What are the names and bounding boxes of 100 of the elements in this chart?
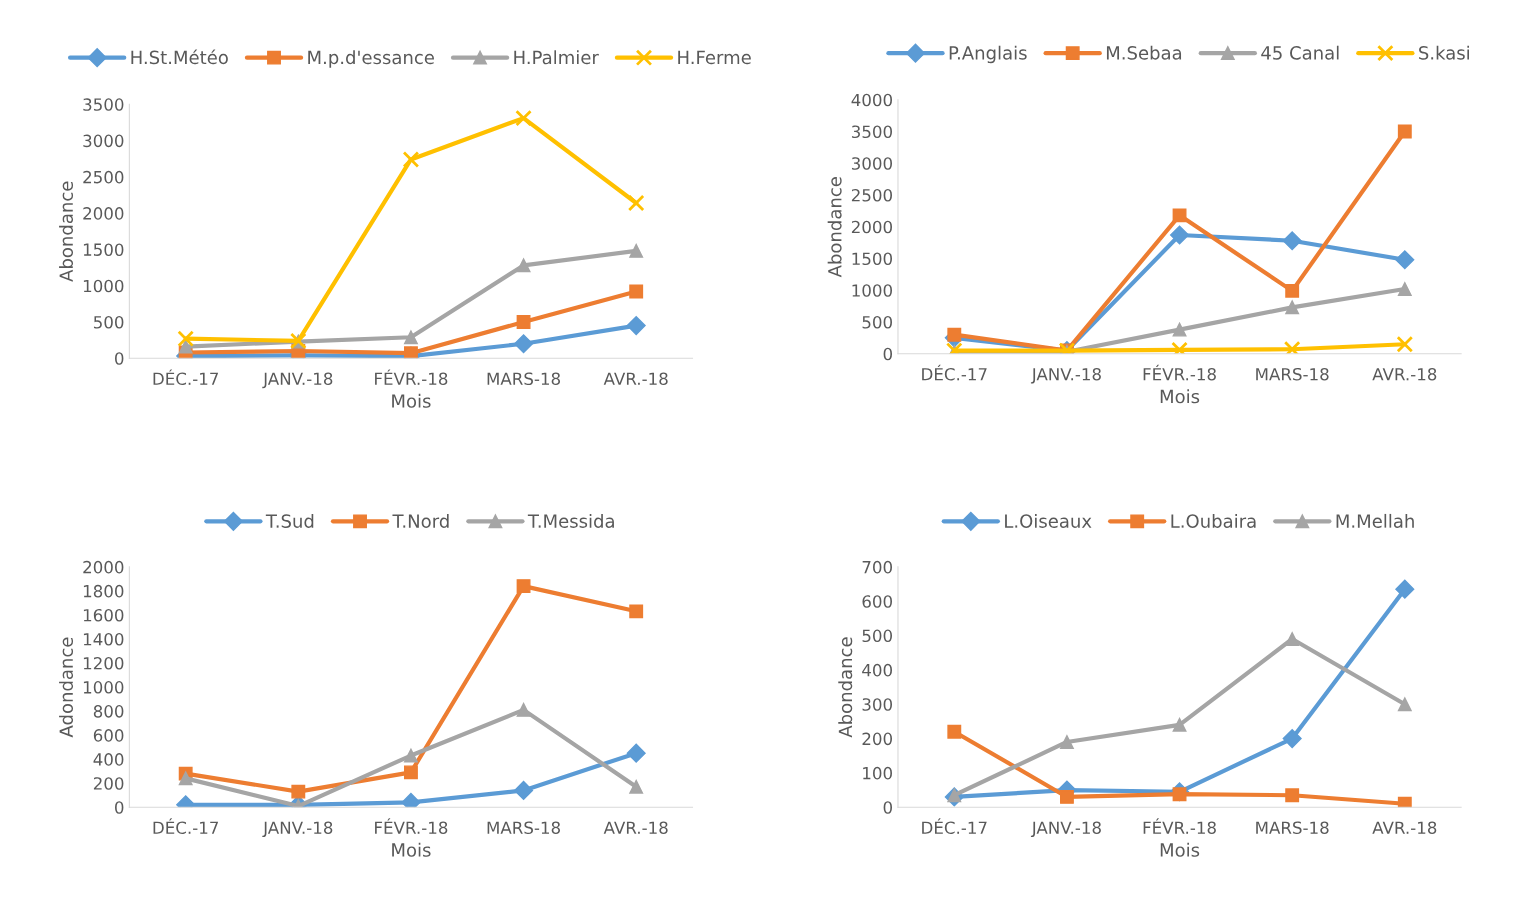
- point: [403, 330, 418, 345]
- legend-label: P.Anglais: [949, 45, 1027, 64]
- legend-label: T.Sud: [265, 513, 314, 528]
- legend-label: T.Messida: [527, 513, 614, 528]
- y-tick-label: 1500: [83, 243, 124, 256]
- y-tick-label: 200: [93, 777, 124, 790]
- point: [516, 702, 531, 717]
- point: [629, 243, 644, 258]
- point: [1171, 341, 1188, 354]
- point: [1170, 225, 1190, 245]
- y-tick-label: 0: [115, 801, 124, 814]
- y-tick-label: 0: [883, 801, 893, 814]
- y-tick-label: 1600: [83, 608, 124, 622]
- point: [403, 748, 418, 763]
- y-axis-title: Adondance: [59, 637, 74, 738]
- x-tick-label: MARS-18: [487, 821, 561, 835]
- x-tick-label: AVR.-18: [603, 372, 668, 386]
- legend-label: H.Ferme: [678, 50, 751, 65]
- point: [1059, 789, 1074, 804]
- y-tick-label: 1500: [852, 252, 893, 266]
- x-tick-label: JANV.-18: [1030, 367, 1101, 384]
- y-tick-label: 1200: [83, 656, 124, 670]
- x-tick-label: FÉVR.-18: [1143, 818, 1216, 835]
- y-tick-label: 2500: [83, 170, 124, 184]
- x-tick-label: FÉVR.-18: [1143, 364, 1216, 381]
- x-axis-title: Mois: [1160, 389, 1200, 404]
- x-tick-label: JANV.-18: [262, 372, 333, 389]
- y-tick-label: 1000: [83, 279, 124, 293]
- point: [1172, 322, 1187, 337]
- y-tick-label: 0: [115, 352, 124, 365]
- point: [1172, 717, 1187, 732]
- point: [514, 780, 534, 800]
- x-tick-label: FÉVR.-18: [375, 818, 448, 835]
- point: [403, 765, 418, 780]
- point: [402, 151, 420, 168]
- y-tick-label: 1000: [83, 681, 124, 694]
- point: [514, 334, 534, 354]
- point: [516, 579, 531, 594]
- y-axis-title: Abondance: [838, 637, 853, 738]
- point: [947, 724, 962, 739]
- point: [1397, 282, 1412, 296]
- legend-label: M.Mellah: [1336, 513, 1414, 528]
- point: [1172, 208, 1187, 223]
- y-tick-label: 700: [862, 560, 893, 574]
- point: [291, 784, 306, 799]
- point: [1282, 729, 1302, 749]
- x-tick-label: AVR.-18: [1372, 821, 1437, 835]
- y-tick-label: 4000: [851, 93, 893, 107]
- y-tick-label: 200: [862, 732, 893, 746]
- x-tick-label: JANV.-18: [262, 821, 333, 838]
- point: [177, 330, 195, 348]
- x-tick-label: MARS-18: [1256, 367, 1329, 381]
- x-tick-label: JANV.-18: [1030, 821, 1101, 838]
- x-axis-title: Mois: [1160, 842, 1200, 857]
- x-tick-label: DÉC.-17: [922, 364, 987, 381]
- point: [515, 109, 532, 127]
- y-tick-label: 300: [862, 698, 893, 711]
- point: [627, 194, 645, 212]
- legend-label: M.Sebaa: [1106, 45, 1182, 60]
- point: [947, 327, 962, 342]
- y-tick-label: 2000: [83, 560, 124, 574]
- y-tick-label: 1400: [83, 632, 124, 646]
- x-axis-title: Mois: [392, 842, 431, 857]
- legend-label: H.St.Météo: [131, 49, 228, 65]
- point: [1396, 335, 1414, 353]
- y-tick-label: 3000: [83, 134, 124, 148]
- y-tick-label: 2000: [851, 220, 893, 234]
- point: [178, 771, 193, 786]
- x-tick-label: DÉC.-17: [153, 818, 219, 835]
- x-tick-label: FÉVR.-18: [375, 369, 448, 386]
- x-axis-title: Mois: [392, 393, 431, 408]
- legend-label: L.Oiseaux: [1005, 513, 1092, 528]
- point: [516, 315, 531, 329]
- y-tick-label: 500: [862, 315, 893, 329]
- x-tick-label: AVR.-18: [603, 821, 668, 835]
- legend-label: S.kasi: [1419, 45, 1469, 60]
- point: [1397, 796, 1412, 808]
- legend-label: M.p.d'essance: [308, 50, 434, 68]
- y-tick-label: 3500: [83, 98, 124, 111]
- point: [629, 604, 644, 619]
- x-tick-label: AVR.-18: [1372, 367, 1437, 381]
- legend-label: T.Nord: [392, 513, 449, 528]
- y-tick-label: 600: [93, 729, 124, 742]
- y-tick-label: 3000: [851, 157, 893, 170]
- legend-label: H.Palmier: [514, 50, 599, 65]
- point: [629, 284, 644, 299]
- point: [1285, 788, 1300, 803]
- x-tick-label: MARS-18: [487, 372, 561, 386]
- legend-label: L.Oubaira: [1171, 513, 1256, 528]
- y-tick-label: 1000: [852, 284, 893, 297]
- point: [626, 743, 646, 763]
- y-tick-label: 800: [93, 705, 124, 718]
- legend-label: 45 Canal: [1261, 45, 1339, 60]
- y-tick-label: 2000: [83, 207, 124, 220]
- point: [1059, 735, 1074, 749]
- y-tick-label: 100: [863, 766, 893, 780]
- x-tick-label: MARS-18: [1256, 821, 1329, 835]
- y-axis-title: Abondance: [827, 177, 842, 278]
- y-tick-label: 3500: [851, 125, 893, 139]
- point: [1395, 579, 1415, 599]
